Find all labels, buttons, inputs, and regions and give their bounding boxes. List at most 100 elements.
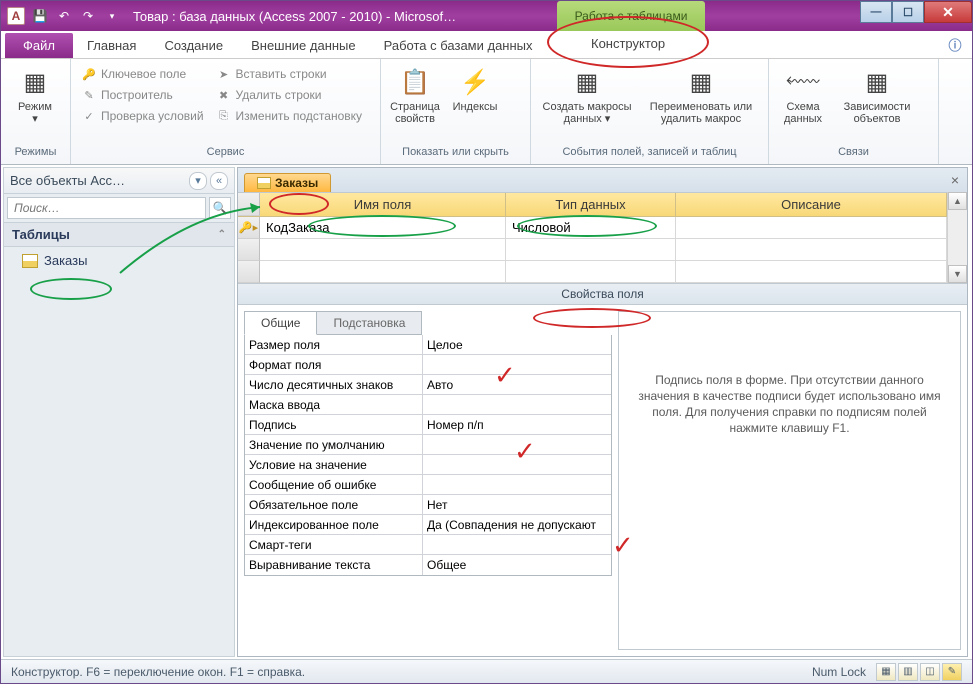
prop-tab-lookup[interactable]: Подстановка bbox=[317, 311, 422, 335]
nav-collapse-icon[interactable]: « bbox=[210, 172, 228, 190]
nav-item-zakazy[interactable]: Заказы bbox=[4, 247, 234, 274]
insert-row-icon: ➤ bbox=[216, 66, 232, 82]
doc-tabs: Заказы × bbox=[238, 168, 967, 192]
col-data-type[interactable]: Тип данных bbox=[506, 193, 676, 216]
sheet-icon: 📋 bbox=[398, 65, 432, 99]
qat-more-icon[interactable]: ▾ bbox=[103, 7, 121, 25]
field-design-grid: Имя поля Тип данных Описание 🔑▸ КодЗаказ… bbox=[238, 192, 947, 283]
nav-group-tables[interactable]: Таблицы⌃ bbox=[4, 222, 234, 247]
modify-lookup-button[interactable]: ⎘Изменить подстановку bbox=[212, 107, 366, 125]
view-datasheet-icon[interactable]: ▦ bbox=[876, 663, 896, 681]
view-pivot-icon[interactable]: ▥ bbox=[898, 663, 918, 681]
group-tools-label: Сервис bbox=[77, 146, 374, 164]
prop-row[interactable]: Индексированное полеДа (Совпадения не до… bbox=[245, 515, 611, 535]
vscroll[interactable]: ▲ ▼ bbox=[947, 192, 967, 283]
maximize-button[interactable]: ☐ bbox=[892, 1, 924, 23]
group-modes-label: Режимы bbox=[7, 146, 64, 164]
titlebar: A 💾 ↶ ↷ ▾ Товар : база данных (Access 20… bbox=[1, 1, 972, 31]
row-selector-header bbox=[238, 193, 260, 216]
delete-rows-button[interactable]: ✖Удалить строки bbox=[212, 86, 366, 104]
search-icon[interactable]: 🔍 bbox=[209, 197, 231, 219]
view-chart-icon[interactable]: ◫ bbox=[920, 663, 940, 681]
grid-icon: ▦ bbox=[18, 65, 52, 99]
view-design-icon[interactable]: ✎ bbox=[942, 663, 962, 681]
bolt-icon: ⚡ bbox=[458, 65, 492, 99]
insert-rows-button[interactable]: ➤Вставить строки bbox=[212, 65, 366, 83]
scroll-down-icon[interactable]: ▼ bbox=[948, 265, 967, 283]
field-row[interactable] bbox=[238, 239, 947, 261]
nav-pane: Все объекты Acc… ▾ « 🔍 Таблицы⌃ Заказы bbox=[3, 167, 235, 657]
prop-row[interactable]: Смарт-теги bbox=[245, 535, 611, 555]
prop-row[interactable]: Число десятичных знаковАвто bbox=[245, 375, 611, 395]
prop-row[interactable]: Условие на значение bbox=[245, 455, 611, 475]
tab-dbtools[interactable]: Работа с базами данных bbox=[370, 33, 547, 58]
deps-icon: ▦ bbox=[860, 65, 894, 99]
context-tab-title: Работа с таблицами bbox=[557, 1, 705, 31]
property-sheet-button[interactable]: 📋Страница свойств bbox=[387, 61, 443, 125]
prop-tab-general[interactable]: Общие bbox=[244, 311, 317, 335]
help-icon[interactable]: ⓘ bbox=[944, 35, 966, 55]
ribbon: ▦ Режим▾ Режимы 🔑Ключевое поле ✎Построит… bbox=[1, 59, 972, 165]
prop-row[interactable]: Формат поля bbox=[245, 355, 611, 375]
col-description[interactable]: Описание bbox=[676, 193, 947, 216]
builder-button[interactable]: ✎Построитель bbox=[77, 86, 208, 104]
rename-macro-button[interactable]: ▦Переименовать или удалить макрос bbox=[641, 61, 761, 125]
statusbar: Конструктор. F6 = переключение окон. F1 … bbox=[1, 659, 972, 683]
key-icon: 🔑 bbox=[81, 66, 97, 82]
dependencies-button[interactable]: ▦Зависимости объектов bbox=[835, 61, 919, 125]
prop-help-text: Подпись поля в форме. При отсутствии дан… bbox=[618, 311, 961, 650]
redo-icon[interactable]: ↷ bbox=[79, 7, 97, 25]
scroll-up-icon[interactable]: ▲ bbox=[948, 192, 967, 210]
app-window: A 💾 ↶ ↷ ▾ Товар : база данных (Access 20… bbox=[0, 0, 973, 684]
col-field-name[interactable]: Имя поля bbox=[260, 193, 506, 216]
prop-row[interactable]: Размер поляЦелое bbox=[245, 335, 611, 355]
create-macros-button[interactable]: ▦Создать макросы данных ▾ bbox=[537, 61, 637, 125]
prop-row[interactable]: ПодписьНомер п/п bbox=[245, 415, 611, 435]
group-links-label: Связи bbox=[775, 146, 932, 164]
status-text: Конструктор. F6 = переключение окон. F1 … bbox=[11, 665, 812, 679]
ribbon-tab-strip: Файл Главная Создание Внешние данные Раб… bbox=[1, 31, 972, 59]
close-tab-icon[interactable]: × bbox=[951, 172, 959, 188]
doc-tab-zakazy[interactable]: Заказы bbox=[244, 173, 331, 192]
table-icon bbox=[22, 254, 38, 268]
numlock-indicator: Num Lock bbox=[812, 665, 866, 679]
test-rules-button[interactable]: ✓Проверка условий bbox=[77, 107, 208, 125]
group-events-label: События полей, записей и таблиц bbox=[537, 146, 762, 164]
field-type-cell[interactable]: Числовой bbox=[506, 217, 676, 239]
undo-icon[interactable]: ↶ bbox=[55, 7, 73, 25]
file-tab[interactable]: Файл bbox=[5, 33, 73, 58]
table-icon bbox=[257, 177, 271, 189]
tab-external[interactable]: Внешние данные bbox=[237, 33, 370, 58]
prop-row[interactable]: Сообщение об ошибке bbox=[245, 475, 611, 495]
check-icon: ✓ bbox=[81, 108, 97, 124]
view-button[interactable]: ▦ Режим▾ bbox=[7, 61, 63, 125]
close-button[interactable]: ✕ bbox=[924, 1, 972, 23]
field-desc-cell[interactable] bbox=[676, 217, 947, 239]
field-row[interactable]: 🔑▸ КодЗаказа Числовой bbox=[238, 217, 947, 239]
indexes-button[interactable]: ⚡Индексы bbox=[447, 61, 503, 113]
relationships-button[interactable]: ⬳Схема данных bbox=[775, 61, 831, 125]
search-input[interactable] bbox=[7, 197, 206, 219]
tab-home[interactable]: Главная bbox=[73, 33, 150, 58]
prop-row[interactable]: Обязательное полеНет bbox=[245, 495, 611, 515]
app-icon: A bbox=[7, 7, 25, 25]
nav-dropdown-icon[interactable]: ▾ bbox=[189, 172, 207, 190]
prop-row[interactable]: Значение по умолчанию bbox=[245, 435, 611, 455]
collapse-icon: ⌃ bbox=[218, 229, 226, 240]
nav-title[interactable]: Все объекты Acc… bbox=[10, 173, 186, 188]
rename-icon: ▦ bbox=[684, 65, 718, 99]
field-props-area: Общие Подстановка Размер поляЦелое Форма… bbox=[238, 305, 967, 656]
prop-row[interactable]: Маска ввода bbox=[245, 395, 611, 415]
main-pane: Заказы × Имя поля Тип данных Описание 🔑▸… bbox=[237, 167, 968, 657]
tab-design[interactable]: Конструктор bbox=[577, 31, 679, 56]
field-name-cell[interactable]: КодЗаказа bbox=[260, 217, 506, 239]
primary-key-button[interactable]: 🔑Ключевое поле bbox=[77, 65, 208, 83]
prop-row[interactable]: Выравнивание текстаОбщее bbox=[245, 555, 611, 575]
field-row[interactable] bbox=[238, 261, 947, 283]
tab-create[interactable]: Создание bbox=[150, 33, 237, 58]
delete-row-icon: ✖ bbox=[216, 87, 232, 103]
prop-table: Размер поляЦелое Формат поля Число десят… bbox=[244, 335, 612, 576]
minimize-button[interactable]: — bbox=[860, 1, 892, 23]
save-icon[interactable]: 💾 bbox=[31, 7, 49, 25]
workspace: Все объекты Acc… ▾ « 🔍 Таблицы⌃ Заказы З… bbox=[1, 165, 972, 659]
